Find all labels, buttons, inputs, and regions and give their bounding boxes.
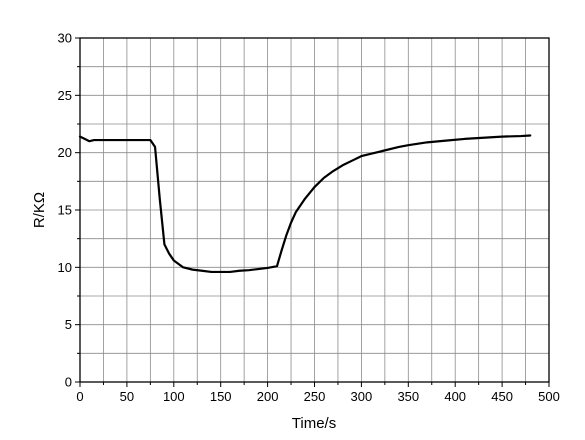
y-tick-label: 20 [58, 145, 72, 160]
x-tick-labels: 0 50 100 150 200 250 300 350 400 450 500 [76, 389, 559, 404]
x-tick-label: 350 [397, 389, 419, 404]
x-tick-label: 0 [76, 389, 83, 404]
y-tick-label: 30 [58, 31, 72, 46]
x-tick-label: 400 [444, 389, 466, 404]
y-tick-label: 25 [58, 88, 72, 103]
y-tick-label: 10 [58, 260, 72, 275]
y-tick-labels: 0 5 10 15 20 25 30 [58, 31, 72, 390]
y-axis-title: R/KΩ [31, 192, 48, 228]
tick-marks [75, 37, 550, 387]
series-line [78, 134, 532, 274]
x-tick-label: 300 [351, 389, 373, 404]
y-tick-label: 0 [65, 375, 72, 390]
x-axis-title: Time/s [292, 415, 336, 432]
data-series [78, 134, 532, 274]
x-tick-label: 200 [257, 389, 279, 404]
x-tick-label: 500 [538, 389, 560, 404]
x-tick-label: 100 [163, 389, 185, 404]
y-tick-label: 15 [58, 203, 72, 218]
x-tick-label: 150 [210, 389, 232, 404]
x-tick-label: 450 [491, 389, 513, 404]
y-tick-label: 5 [65, 317, 72, 332]
x-tick-label: 250 [304, 389, 326, 404]
grid-lines [80, 38, 549, 382]
x-tick-label: 50 [120, 389, 134, 404]
